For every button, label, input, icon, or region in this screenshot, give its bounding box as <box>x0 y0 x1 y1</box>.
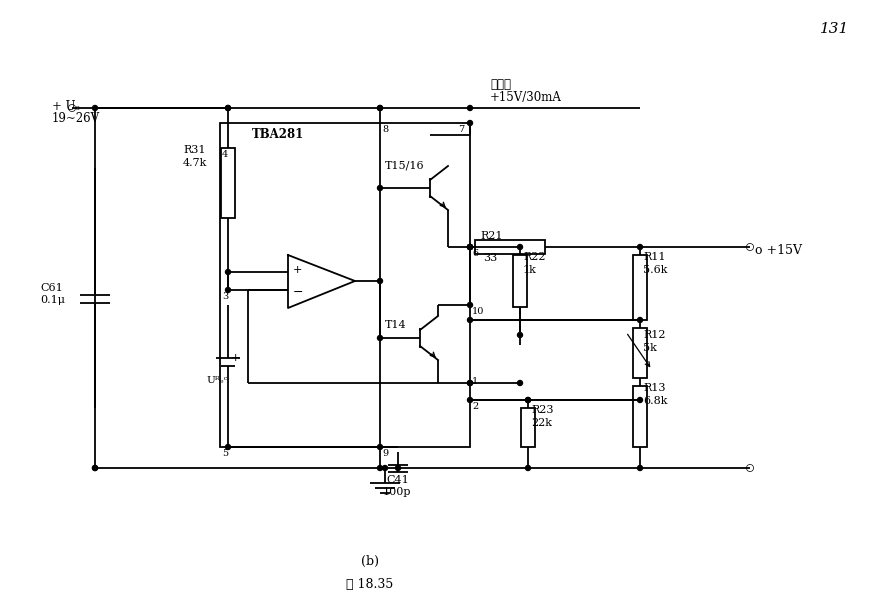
Text: 5k: 5k <box>643 343 657 353</box>
Text: 图 18.35: 图 18.35 <box>347 578 393 591</box>
Circle shape <box>525 465 530 471</box>
Circle shape <box>468 244 472 249</box>
Text: Uᴿₑᶜ: Uᴿₑᶜ <box>206 376 228 385</box>
Text: 1k: 1k <box>523 265 537 275</box>
Text: (b): (b) <box>361 555 379 568</box>
Circle shape <box>226 445 230 450</box>
Text: TBA281: TBA281 <box>252 128 305 141</box>
Circle shape <box>468 105 472 111</box>
Circle shape <box>468 244 472 249</box>
Text: C61: C61 <box>40 283 63 293</box>
Text: 8: 8 <box>382 125 388 134</box>
Circle shape <box>395 465 401 471</box>
Text: R11: R11 <box>643 252 666 262</box>
Circle shape <box>518 333 522 338</box>
Circle shape <box>468 381 472 385</box>
Text: −: − <box>293 286 304 299</box>
Text: C41: C41 <box>386 475 409 485</box>
Circle shape <box>468 244 472 249</box>
Text: 0.1μ: 0.1μ <box>40 295 65 305</box>
Text: 4.7k: 4.7k <box>183 158 207 168</box>
Text: R22: R22 <box>523 252 546 262</box>
Circle shape <box>92 465 98 471</box>
Circle shape <box>226 287 230 292</box>
Text: +: + <box>231 353 240 363</box>
Circle shape <box>377 278 383 284</box>
Text: 131: 131 <box>820 22 849 36</box>
Text: o +15V: o +15V <box>755 244 802 258</box>
Text: R21: R21 <box>480 231 503 241</box>
Circle shape <box>468 244 472 249</box>
Text: T14: T14 <box>385 320 407 330</box>
Text: + Uₒ: + Uₒ <box>52 100 80 113</box>
Circle shape <box>468 244 472 249</box>
Circle shape <box>468 318 472 322</box>
Circle shape <box>525 397 530 402</box>
Text: 6: 6 <box>472 249 478 258</box>
Text: 1: 1 <box>472 377 478 386</box>
Text: 10: 10 <box>472 307 485 316</box>
Circle shape <box>70 105 74 111</box>
Circle shape <box>226 269 230 275</box>
Circle shape <box>377 105 383 111</box>
Circle shape <box>525 397 530 402</box>
Circle shape <box>377 105 383 111</box>
Text: 19~26V: 19~26V <box>52 112 100 125</box>
Text: 33: 33 <box>483 253 497 263</box>
Text: 7: 7 <box>458 125 464 134</box>
Bar <box>220 123 470 447</box>
Circle shape <box>468 302 472 307</box>
Text: 4: 4 <box>222 150 228 159</box>
Text: R23: R23 <box>531 405 554 415</box>
Text: T15/16: T15/16 <box>385 160 425 170</box>
Text: 2: 2 <box>472 402 478 411</box>
Circle shape <box>747 465 753 471</box>
Circle shape <box>518 244 522 249</box>
Circle shape <box>637 465 642 471</box>
Text: R12: R12 <box>643 330 666 340</box>
Text: 9: 9 <box>382 449 388 458</box>
Circle shape <box>468 120 472 125</box>
Text: R13: R13 <box>643 383 666 393</box>
Circle shape <box>377 445 383 450</box>
Circle shape <box>377 186 383 191</box>
Text: 100p: 100p <box>383 487 411 497</box>
Circle shape <box>226 105 230 111</box>
Text: 5.6k: 5.6k <box>643 265 668 275</box>
Text: 22k: 22k <box>531 418 552 428</box>
Circle shape <box>468 381 472 385</box>
Text: 5: 5 <box>222 449 228 458</box>
Bar <box>521 408 535 447</box>
Circle shape <box>637 244 642 249</box>
Bar <box>475 240 545 254</box>
Circle shape <box>747 244 753 249</box>
Text: 3: 3 <box>222 292 228 301</box>
Circle shape <box>92 105 98 111</box>
Text: +15V/30mA: +15V/30mA <box>490 91 562 104</box>
Circle shape <box>377 465 383 471</box>
Bar <box>221 148 235 218</box>
Circle shape <box>637 318 642 322</box>
Circle shape <box>383 465 387 471</box>
Bar <box>513 255 527 307</box>
Circle shape <box>226 105 230 111</box>
Text: R31: R31 <box>183 145 205 155</box>
Bar <box>633 386 647 447</box>
Text: +: + <box>293 265 302 275</box>
Bar <box>633 255 647 320</box>
Bar <box>633 328 647 378</box>
Circle shape <box>518 381 522 385</box>
Circle shape <box>92 465 98 471</box>
Text: 稳压值: 稳压值 <box>490 78 511 91</box>
Circle shape <box>468 397 472 402</box>
Text: 6.8k: 6.8k <box>643 396 668 406</box>
Circle shape <box>377 336 383 341</box>
Circle shape <box>637 397 642 402</box>
